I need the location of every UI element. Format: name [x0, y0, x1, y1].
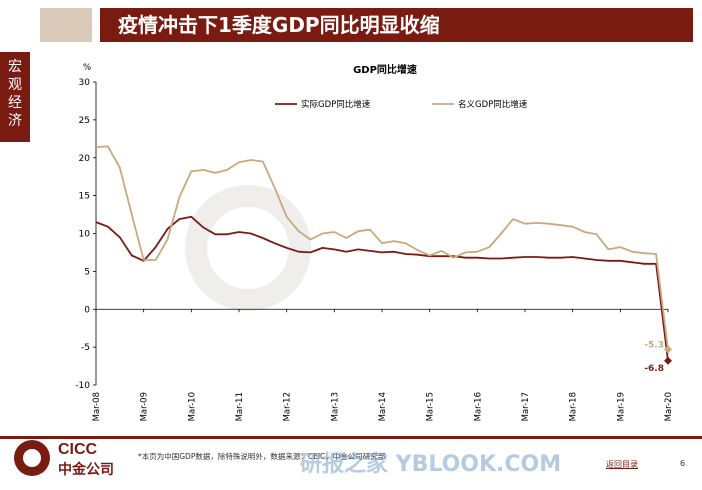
y-axis: 30 25 20 15 10 5 0 -5 -10 [75, 78, 97, 391]
y-tick-label: 5 [84, 267, 90, 277]
y-tick-label: 0 [84, 305, 90, 315]
x-tick-label: Mar-16 [473, 392, 483, 421]
legend: 实际GDP同比增速 名义GDP同比增速 [275, 99, 528, 110]
sidebar-section-tab[interactable]: 宏观经济 [0, 52, 30, 142]
x-tick-label: Mar-20 [664, 392, 674, 421]
series-line-nominal-gdp [95, 145, 669, 350]
cicc-logo: CICC 中金公司 [14, 440, 134, 480]
y-tick-label: -5 [81, 343, 90, 353]
x-tick-label: Mar-12 [283, 392, 293, 421]
x-tick-label: Mar-11 [235, 392, 245, 421]
series-end-marker [664, 356, 672, 365]
series-end-label: -5.3 [644, 340, 664, 350]
x-tick-label: Mar-17 [521, 392, 531, 421]
legend-label: 实际GDP同比增速 [301, 99, 371, 110]
series-end-label: -6.8 [644, 364, 664, 374]
logo-text-en: CICC [58, 441, 98, 458]
chart-title: GDP同比增速 [353, 63, 417, 76]
y-tick-label: 15 [79, 192, 90, 202]
title-tag-box [40, 8, 92, 42]
x-tick-label: Mar-08 [92, 392, 102, 421]
footer-divider [0, 436, 702, 439]
plot-area: -6.8 -5.3 [95, 145, 672, 374]
series-end-marker [664, 345, 672, 354]
page-number: 6 [680, 459, 686, 468]
y-tick-label: 20 [79, 154, 91, 164]
y-tick-label: 30 [79, 78, 91, 88]
x-tick-label: Mar-09 [140, 392, 150, 421]
logo-text-cn: 中金公司 [58, 462, 114, 478]
site-watermark: 研报之家 YBLOOK.COM [300, 452, 562, 477]
background-logo-watermark [185, 185, 311, 311]
y-tick-label: 10 [79, 230, 91, 240]
series-line-real-gdp [95, 215, 669, 361]
x-tick-label: Mar-18 [569, 392, 579, 421]
page-title: 疫情冲击下1季度GDP同比明显收缩 [118, 13, 440, 37]
back-to-contents-link[interactable]: 返回目录 [606, 460, 638, 469]
title-bar: 疫情冲击下1季度GDP同比明显收缩 [100, 8, 693, 42]
sidebar-section-label: 宏观经济 [8, 59, 22, 129]
x-tick-label: Mar-19 [616, 392, 626, 421]
y-axis-unit-label: % [83, 63, 91, 73]
legend-label: 名义GDP同比增速 [458, 99, 528, 110]
x-tick-label: Mar-14 [378, 392, 388, 421]
gdp-growth-chart: GDP同比增速 % 30 25 20 15 10 5 0 -5 -10 Mar-08 Mar-09… [75, 63, 674, 421]
y-tick-label: -10 [75, 381, 90, 391]
footnote: *本页为中国GDP数据，除特殊说明外，数据来源：CEIC，中金公司研究部 [138, 452, 386, 461]
y-tick-label: 25 [79, 116, 90, 126]
x-axis: Mar-08 Mar-09 Mar-10 Mar-11 Mar-12 Mar-13 Mar-… [92, 308, 674, 421]
x-tick-label: Mar-13 [330, 392, 340, 421]
x-tick-label: Mar-15 [426, 392, 436, 421]
logo-mark [14, 440, 50, 476]
x-tick-label: Mar-10 [187, 392, 197, 421]
